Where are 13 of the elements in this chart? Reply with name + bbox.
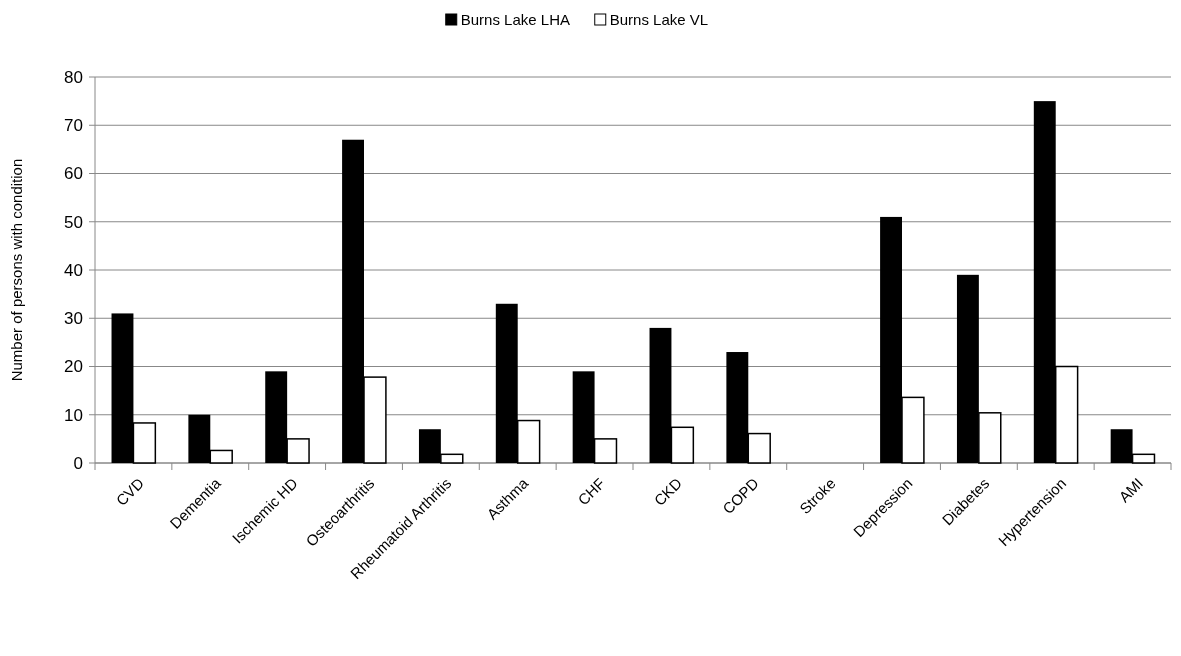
x-tick-label: AMI	[1115, 474, 1147, 506]
y-tick-label: 70	[64, 116, 83, 136]
legend-label: Burns Lake VL	[609, 11, 709, 29]
y-tick-label: 20	[64, 357, 83, 377]
y-axis-title: Number of persons with condition	[8, 158, 25, 382]
y-tick-label: 80	[64, 67, 83, 87]
y-tick-label: 10	[64, 405, 83, 425]
y-tick-label: 40	[64, 260, 83, 280]
y-tick-label: 60	[64, 164, 83, 184]
legend-label: Burns Lake LHA	[460, 11, 570, 29]
y-tick-label: 30	[64, 309, 83, 329]
y-tick-label: 50	[64, 212, 83, 232]
y-tick-label: 0	[73, 453, 83, 473]
